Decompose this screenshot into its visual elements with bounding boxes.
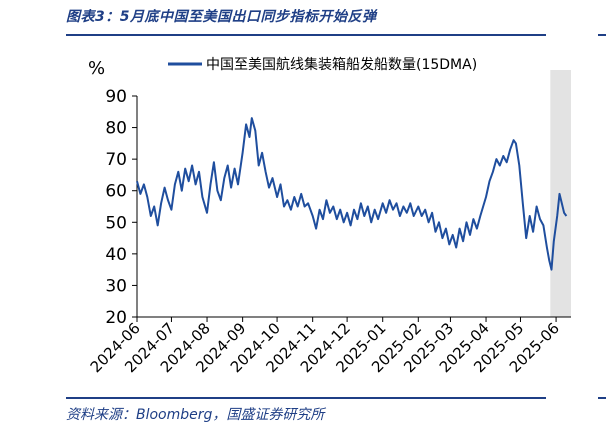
x-axis-ticks: 2024-062024-072024-082024-092024-102024-… bbox=[87, 317, 563, 376]
legend-label: 中国至美国航线集装箱船发船数量(15DMA) bbox=[206, 56, 477, 73]
y-tick-label: 50 bbox=[105, 213, 127, 233]
top-rule bbox=[66, 34, 546, 36]
y-tick-label: 90 bbox=[105, 87, 127, 107]
y-tick-label: 20 bbox=[105, 308, 127, 328]
legend: 中国至美国航线集装箱船发船数量(15DMA) bbox=[168, 56, 477, 73]
y-axis-ticks: 20 30 40 50 60 70 80 90 bbox=[105, 87, 137, 328]
series-line bbox=[136, 117, 568, 271]
y-unit-label: % bbox=[88, 58, 105, 79]
y-tick-label: 60 bbox=[105, 182, 127, 202]
bottom-rule bbox=[66, 397, 546, 399]
y-tick-label: 40 bbox=[105, 245, 127, 265]
axes bbox=[136, 96, 571, 318]
y-tick-label: 80 bbox=[105, 119, 127, 139]
top-rule-right bbox=[598, 34, 606, 36]
y-tick-label: 70 bbox=[105, 150, 127, 170]
shaded-region bbox=[550, 70, 571, 317]
y-tick-label: 30 bbox=[105, 276, 127, 296]
line-chart: % 中国至美国航线集装箱船发船数量(15DMA) 20 30 40 50 60 70 80 9… bbox=[87, 56, 571, 376]
figure-title: 图表3：5月底中国至美国出口同步指标开始反弹 bbox=[66, 9, 377, 25]
source-note: 资料来源：Bloomberg，国盛证券研究所 bbox=[66, 407, 325, 423]
bottom-rule-right bbox=[598, 397, 606, 399]
